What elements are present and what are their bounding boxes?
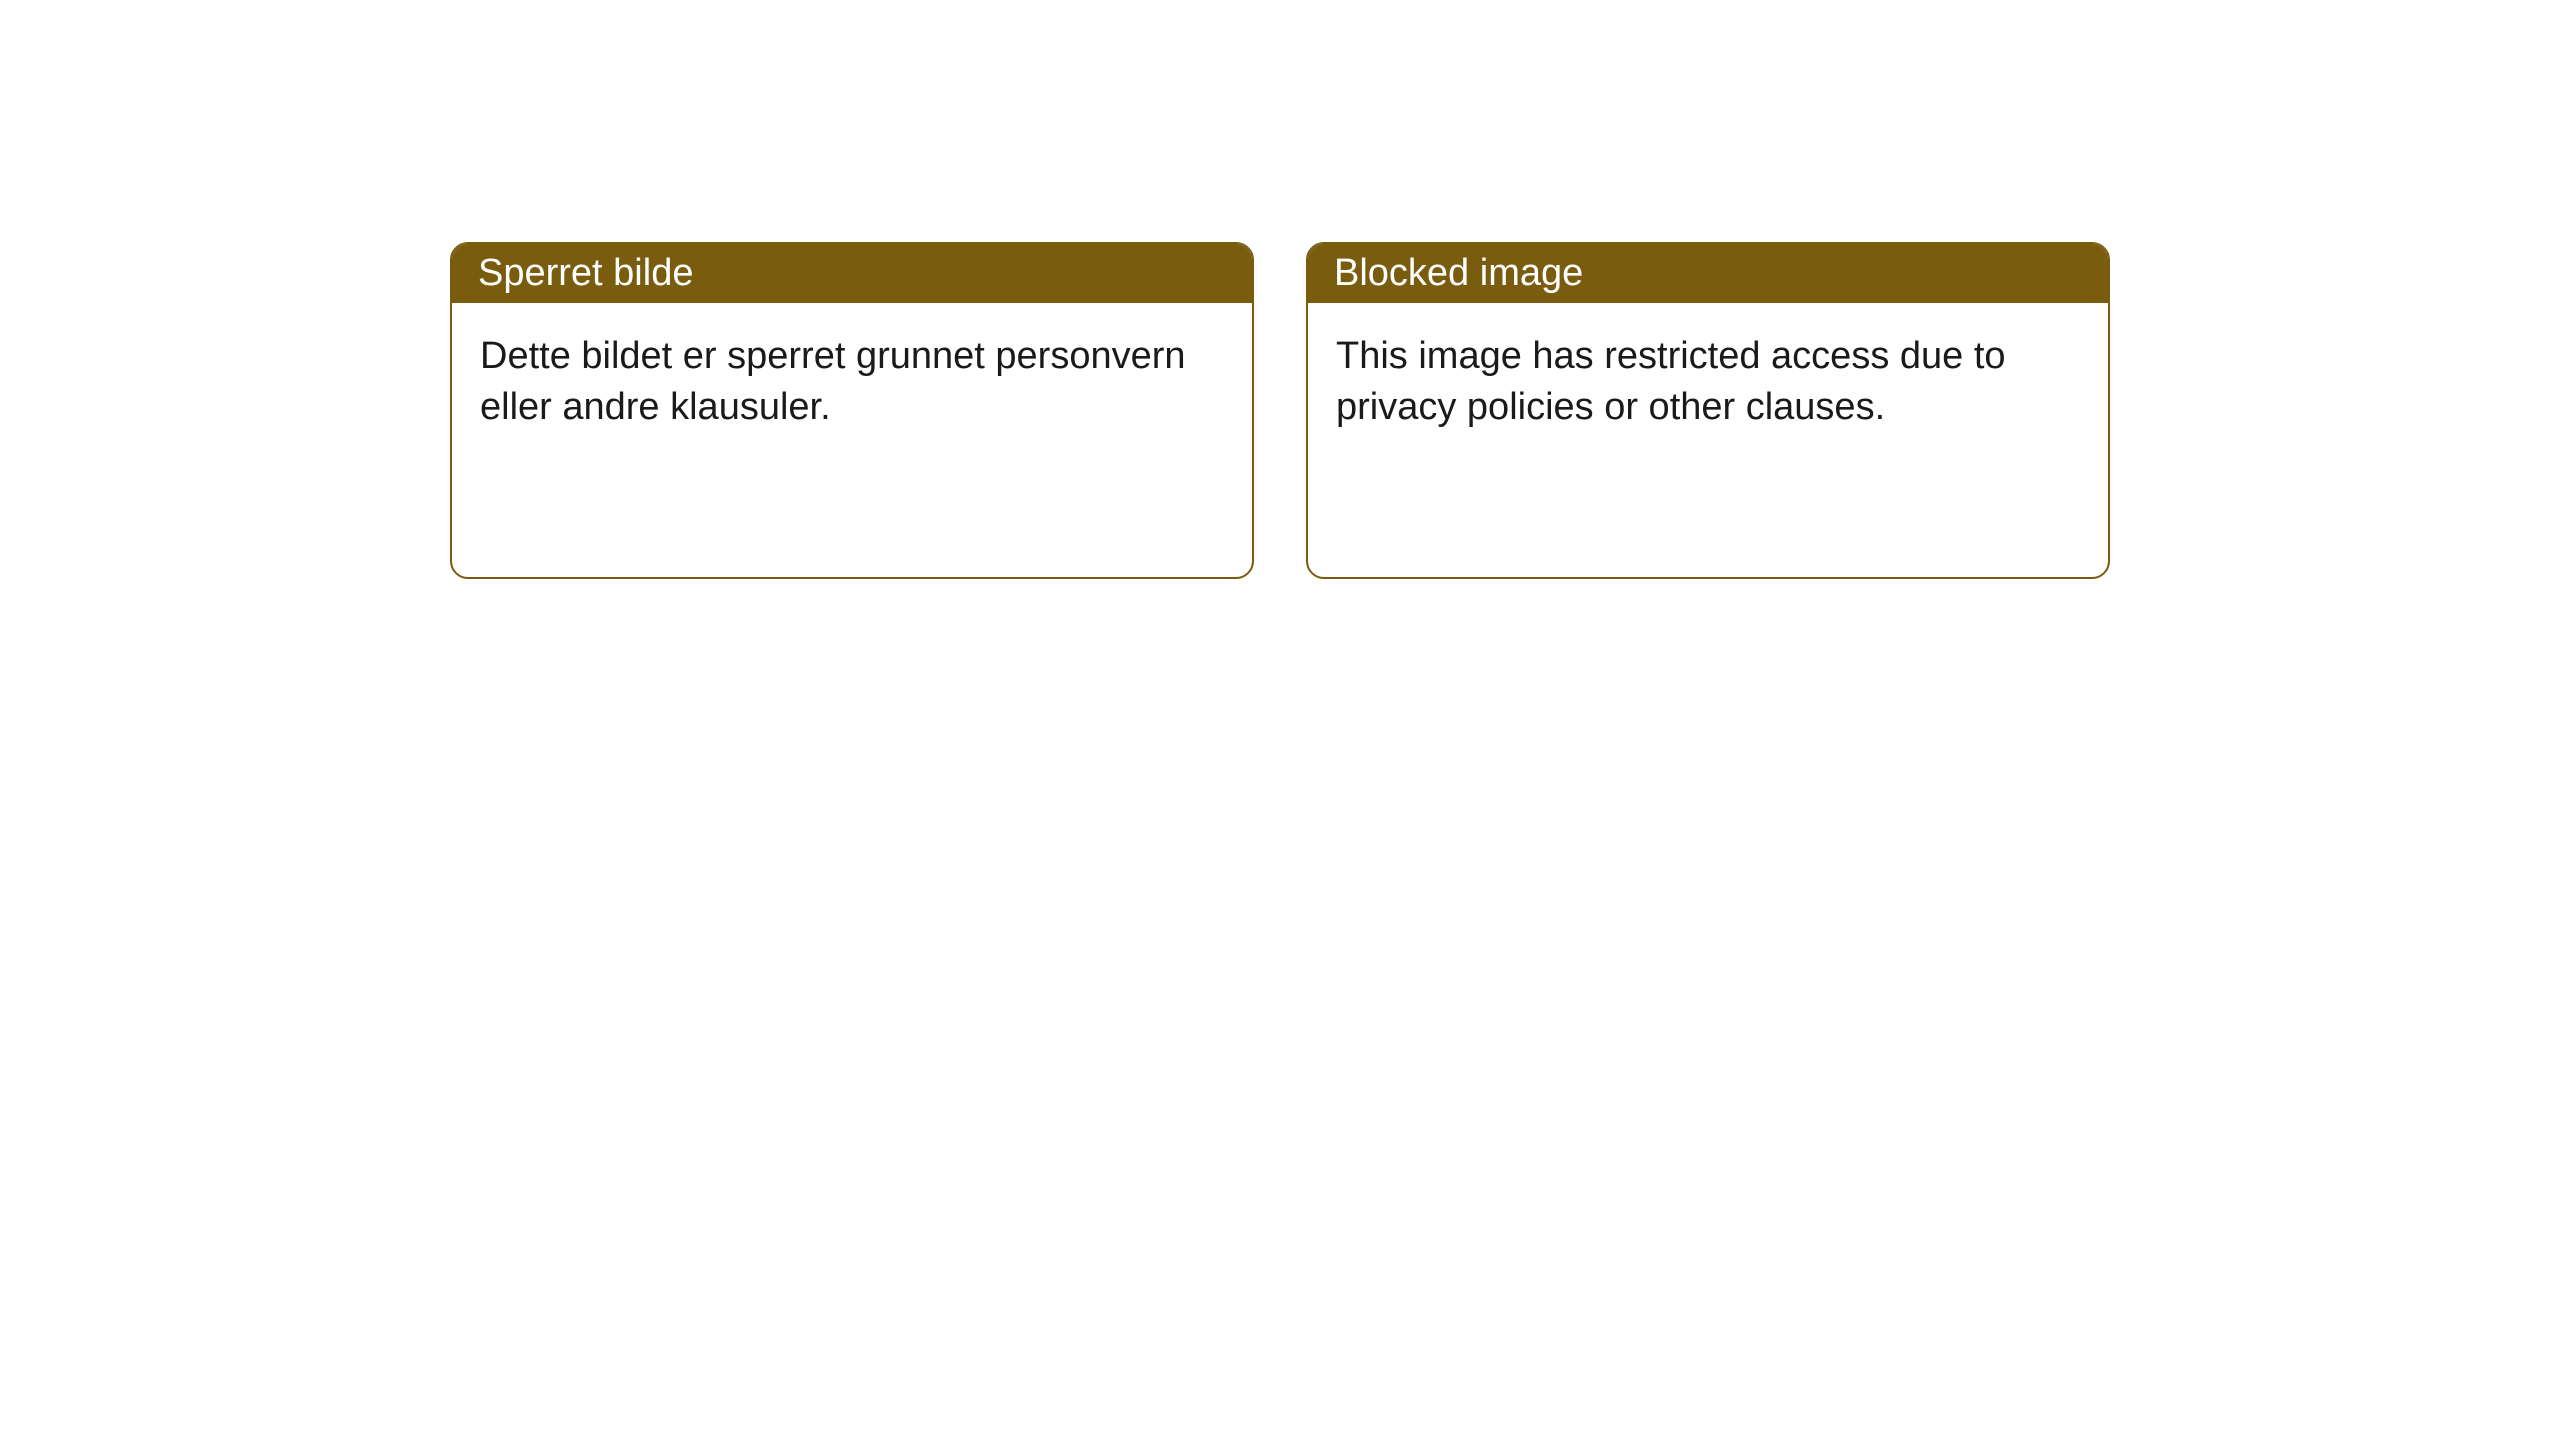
notice-title-en: Blocked image — [1308, 244, 2108, 303]
notice-container: Sperret bilde Dette bildet er sperret gr… — [0, 0, 2560, 579]
notice-card-no: Sperret bilde Dette bildet er sperret gr… — [450, 242, 1254, 579]
notice-body-no: Dette bildet er sperret grunnet personve… — [452, 303, 1252, 462]
notice-body-en: This image has restricted access due to … — [1308, 303, 2108, 462]
notice-card-en: Blocked image This image has restricted … — [1306, 242, 2110, 579]
notice-title-no: Sperret bilde — [452, 244, 1252, 303]
